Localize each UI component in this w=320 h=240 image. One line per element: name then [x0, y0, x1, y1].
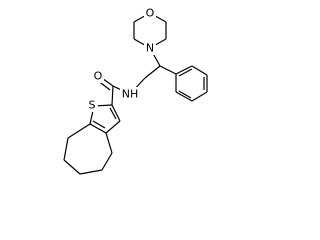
bond	[105, 132, 113, 154]
bond	[63, 137, 69, 161]
bond	[175, 91, 193, 102]
bond	[63, 159, 81, 175]
page: {"atoms": ["O", "N", "NH", "O", "S"]}	[63, 6, 208, 175]
bond	[67, 123, 91, 139]
bond	[89, 123, 107, 134]
bond	[175, 65, 193, 75]
bond	[109, 107, 117, 120]
label-bg	[144, 6, 156, 20]
bond	[111, 104, 121, 122]
structure-diagram: O N NH O S	[63, 6, 208, 175]
atom-label: N	[146, 42, 154, 55]
label-bg	[120, 87, 140, 101]
atom-label: NH	[122, 88, 139, 101]
bond	[101, 152, 113, 171]
atom-label: O	[146, 7, 155, 20]
bond	[111, 85, 114, 106]
atom-labels: O N NH O S	[86, 6, 156, 112]
bond	[191, 65, 208, 76]
atom-label: S	[89, 99, 96, 112]
label-bg	[144, 41, 156, 55]
bond	[92, 120, 106, 129]
label-bg	[86, 98, 98, 112]
bond	[178, 68, 193, 77]
bond	[105, 120, 121, 134]
bond	[159, 65, 177, 75]
bond	[144, 65, 161, 79]
atom-label: O	[94, 70, 103, 83]
bond	[79, 169, 103, 175]
label-bg	[92, 69, 104, 83]
bond	[178, 90, 192, 99]
bonds	[63, 12, 208, 175]
bond	[191, 91, 208, 102]
